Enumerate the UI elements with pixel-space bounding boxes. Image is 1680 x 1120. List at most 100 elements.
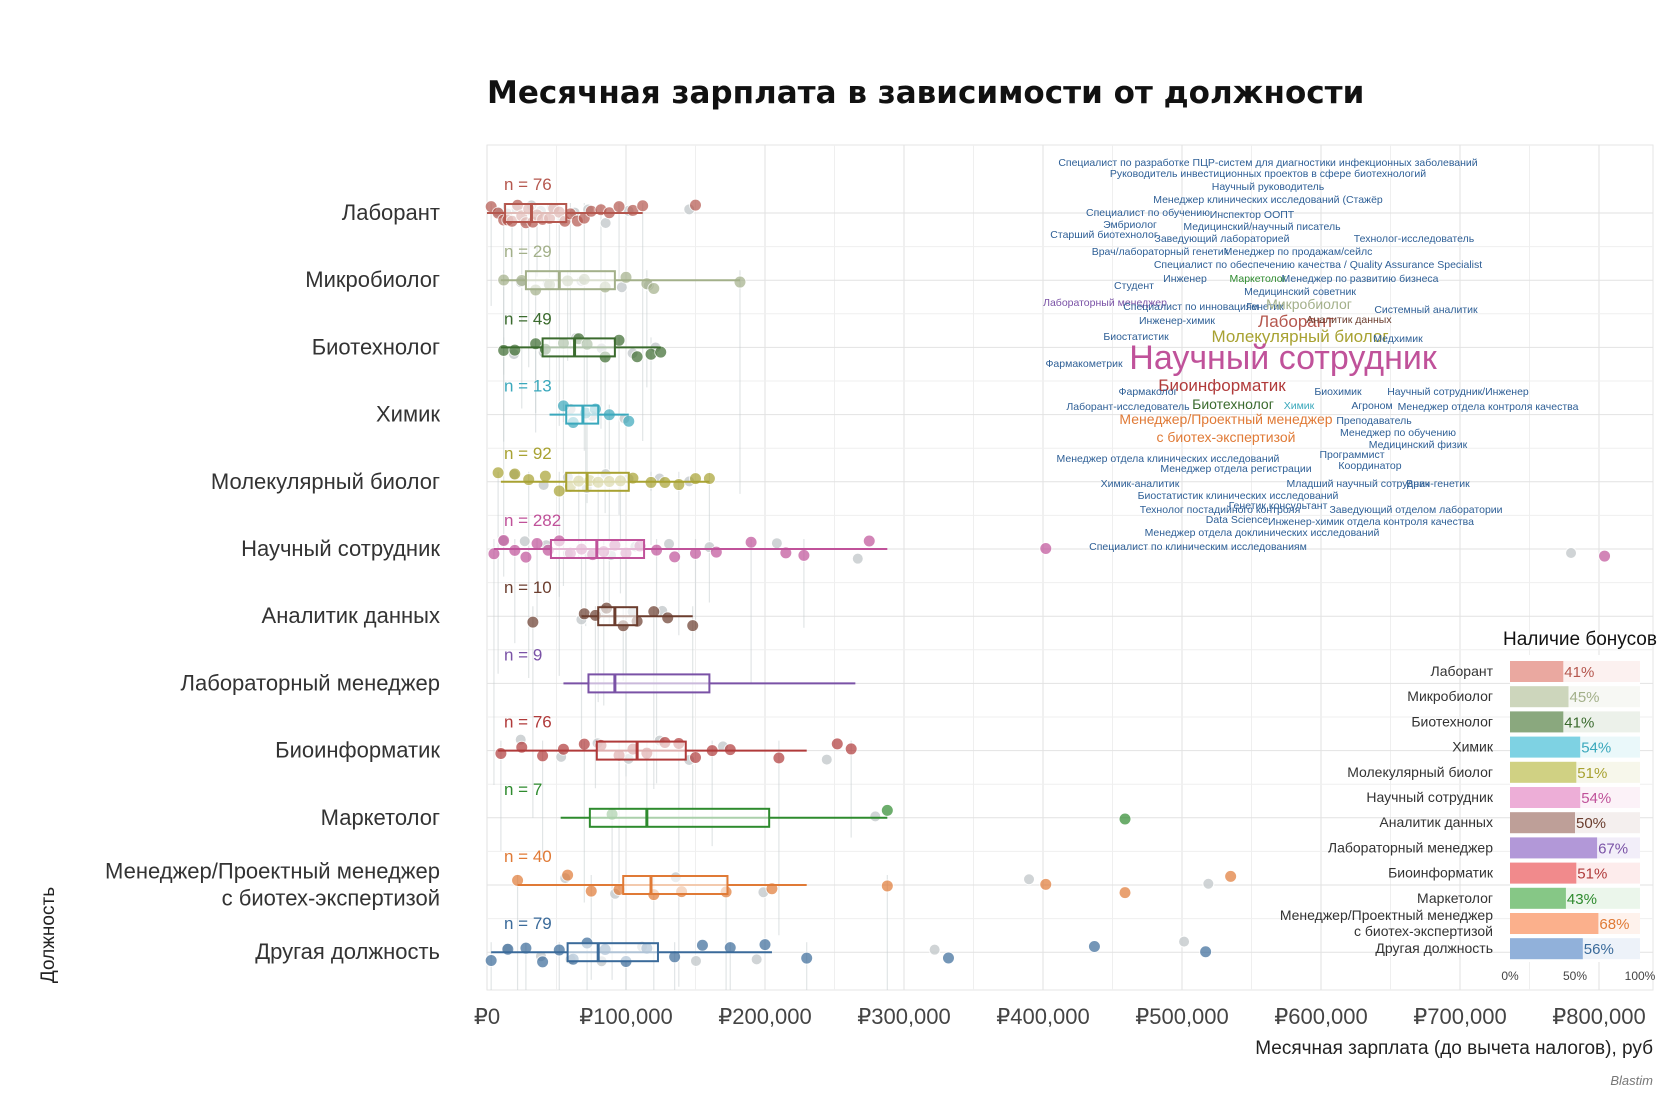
- data-point: [508, 467, 522, 481]
- word-cloud-term: Менеджер отдела доклинических исследован…: [1145, 527, 1380, 539]
- iqr-box: [595, 740, 687, 761]
- bonus-row-label: Другая должность: [1375, 940, 1493, 956]
- count-label: n = 7: [504, 780, 542, 799]
- word-cloud-term: Менеджер отдела контроля качества: [1398, 401, 1579, 413]
- data-point: [491, 466, 505, 480]
- word-cloud-term: Специалист по обучению: [1086, 207, 1210, 219]
- background-point: [750, 953, 763, 966]
- word-cloud-term: Инженер: [1163, 273, 1207, 285]
- data-point: [1598, 549, 1612, 563]
- word-cloud-term: Эмбриолог: [1103, 219, 1157, 231]
- word-cloud-term: Инспектор ООПТ: [1210, 209, 1295, 221]
- word-cloud-term: Научный сотрудник: [1129, 339, 1438, 377]
- category-row: Аналитик данных n = 10: [262, 578, 700, 827]
- word-cloud-term: Руководитель инвестиционных проектов в с…: [1110, 168, 1426, 180]
- y-axis-title: Должность: [38, 887, 59, 983]
- inset-title: Наличие бонусов: [1503, 629, 1657, 650]
- data-point: [689, 198, 702, 212]
- background-point: [851, 552, 864, 565]
- word-cloud-term: Медицинский советник: [1244, 286, 1356, 298]
- data-point: [686, 619, 700, 633]
- data-point: [508, 343, 522, 357]
- data-point: [497, 343, 511, 357]
- data-point: [1199, 945, 1213, 959]
- count-label: n = 9: [504, 645, 542, 664]
- word-cloud-term: Фармакометрик: [1045, 358, 1122, 370]
- background-point: [689, 954, 702, 967]
- bonus-row-label: Химик: [1452, 739, 1494, 755]
- word-cloud-term: с биотех-экспертизой: [1157, 429, 1296, 445]
- data-point: [723, 743, 737, 757]
- bonus-inset: Наличие бонусов 0% 50% 100% Лаборант 41% Микр…: [1280, 629, 1657, 983]
- iqr-box: [504, 203, 568, 223]
- iqr-box: [587, 673, 711, 694]
- category-label: Аналитик данных: [262, 603, 440, 628]
- word-cloud-term: Врач-генетик: [1406, 478, 1470, 490]
- data-point: [494, 747, 508, 761]
- data-point: [622, 414, 636, 428]
- data-point: [1039, 877, 1053, 891]
- data-point: [733, 275, 747, 289]
- bonus-percent-label: 67%: [1598, 840, 1628, 857]
- bonus-percent-label: 68%: [1599, 916, 1629, 933]
- category-label: Менеджер/Проектный менеджер с биотех-эксп…: [105, 859, 440, 911]
- data-point: [941, 951, 955, 965]
- background-point: [518, 535, 531, 548]
- word-cloud-term: Инженер-химик: [1139, 315, 1215, 327]
- inset-tick-label: 50%: [1563, 969, 1587, 983]
- bonus-row-label: Биоинформатик: [1388, 865, 1494, 881]
- bonus-bar: [1510, 736, 1581, 758]
- data-point: [844, 742, 858, 756]
- x-axis: ₽0 ₽100,000 ₽200,000 ₽300,000 ₽400,000 ₽500,0…: [474, 1004, 1646, 1029]
- background-point: [928, 943, 941, 956]
- word-cloud-term: Лаборант-исследователь: [1066, 401, 1190, 413]
- data-point: [880, 803, 894, 817]
- data-point: [552, 484, 566, 498]
- count-label: n = 282: [504, 511, 561, 530]
- word-cloud-term: Координатор: [1338, 460, 1401, 472]
- word-cloud-term: Биохимик: [1314, 386, 1362, 398]
- x-tick-label: ₽500,000: [1135, 1004, 1229, 1029]
- count-label: n = 76: [504, 175, 552, 194]
- word-cloud-term: Системный аналитик: [1374, 304, 1478, 316]
- data-point: [536, 955, 550, 969]
- word-cloud-term: Научный сотрудник/Инженер: [1387, 386, 1529, 398]
- x-tick-label: ₽100,000: [579, 1004, 673, 1029]
- x-tick-label: ₽800,000: [1552, 1004, 1646, 1029]
- word-cloud-term: Специалист по инновациям: [1123, 301, 1259, 313]
- data-point: [538, 469, 552, 483]
- bonus-row-label: Лаборант: [1431, 663, 1494, 679]
- word-cloud-term: Технолог постадийного контроля: [1140, 504, 1301, 516]
- iqr-box: [524, 270, 616, 291]
- count-label: n = 13: [504, 377, 552, 396]
- count-label: n = 40: [504, 847, 552, 866]
- background-point: [1023, 873, 1036, 886]
- data-point: [650, 543, 664, 557]
- x-tick-label: ₽300,000: [857, 1004, 951, 1029]
- data-point: [668, 550, 682, 564]
- word-cloud-term: Специалист по клиническим исследованиям: [1089, 541, 1307, 553]
- data-point: [689, 472, 702, 486]
- word-cloud-term: Лаборант: [1258, 312, 1334, 331]
- iqr-box: [565, 471, 630, 492]
- bonus-percent-label: 51%: [1577, 866, 1607, 883]
- word-cloud-term: Преподаватель: [1336, 415, 1412, 427]
- data-point: [619, 270, 633, 284]
- data-point: [654, 345, 668, 359]
- bonus-percent-label: 41%: [1564, 714, 1594, 731]
- background-point: [1178, 935, 1191, 948]
- data-point: [880, 879, 894, 893]
- bonus-percent-label: 45%: [1570, 689, 1600, 706]
- chart-title: Месячная зарплата в зависимости от должн…: [487, 75, 1364, 111]
- background-point: [1565, 546, 1578, 559]
- bonus-percent-label: 56%: [1584, 941, 1614, 958]
- word-cloud-term: Инженер-химик отдела контроля качества: [1268, 516, 1474, 528]
- category-row: Маркетолог n = 7: [321, 780, 1132, 980]
- count-label: n = 29: [504, 242, 552, 261]
- word-cloud-term: Менеджер/Проектный менеджер: [1119, 411, 1332, 427]
- data-point: [487, 547, 501, 561]
- word-cloud-term: Врач/лабораторный генетик: [1092, 246, 1229, 258]
- word-cloud-term: Химик-аналитик: [1101, 478, 1180, 490]
- data-point: [772, 751, 786, 765]
- word-cloud-term: Химик: [1284, 400, 1315, 412]
